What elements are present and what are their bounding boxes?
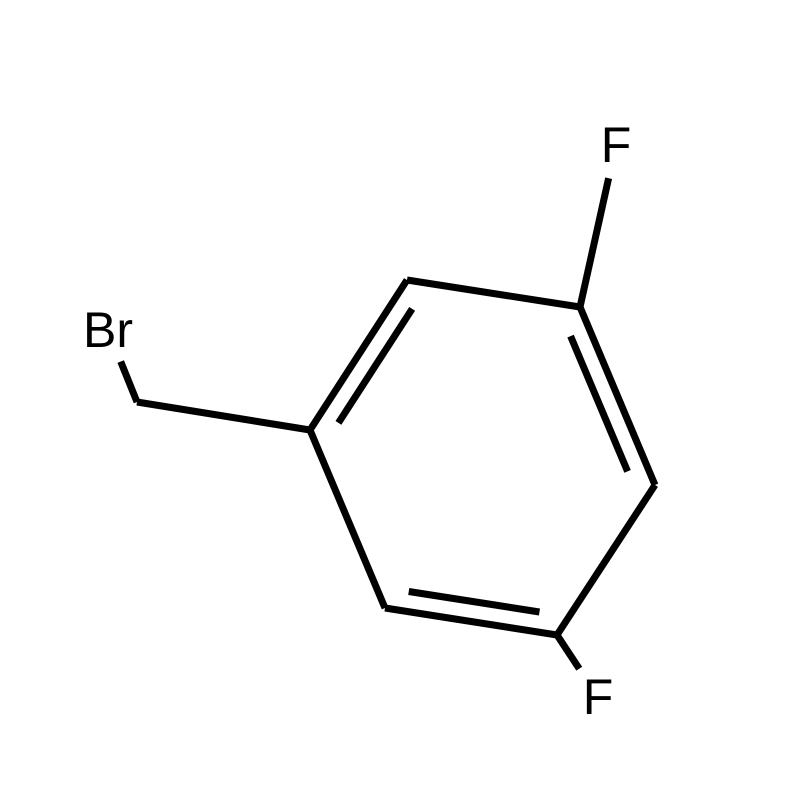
- atom-label-f: F: [601, 117, 632, 173]
- bond: [310, 280, 407, 430]
- bond: [409, 591, 540, 612]
- bond: [137, 402, 310, 430]
- atom-label-br: Br: [83, 302, 133, 358]
- bond: [580, 178, 609, 307]
- bond: [121, 362, 137, 402]
- bond: [557, 635, 579, 669]
- bond: [580, 307, 655, 485]
- molecule-diagram: Br F F: [0, 0, 800, 800]
- atom-label-f: F: [583, 669, 614, 725]
- bond: [310, 430, 385, 608]
- bond: [557, 485, 655, 635]
- bond: [407, 280, 580, 307]
